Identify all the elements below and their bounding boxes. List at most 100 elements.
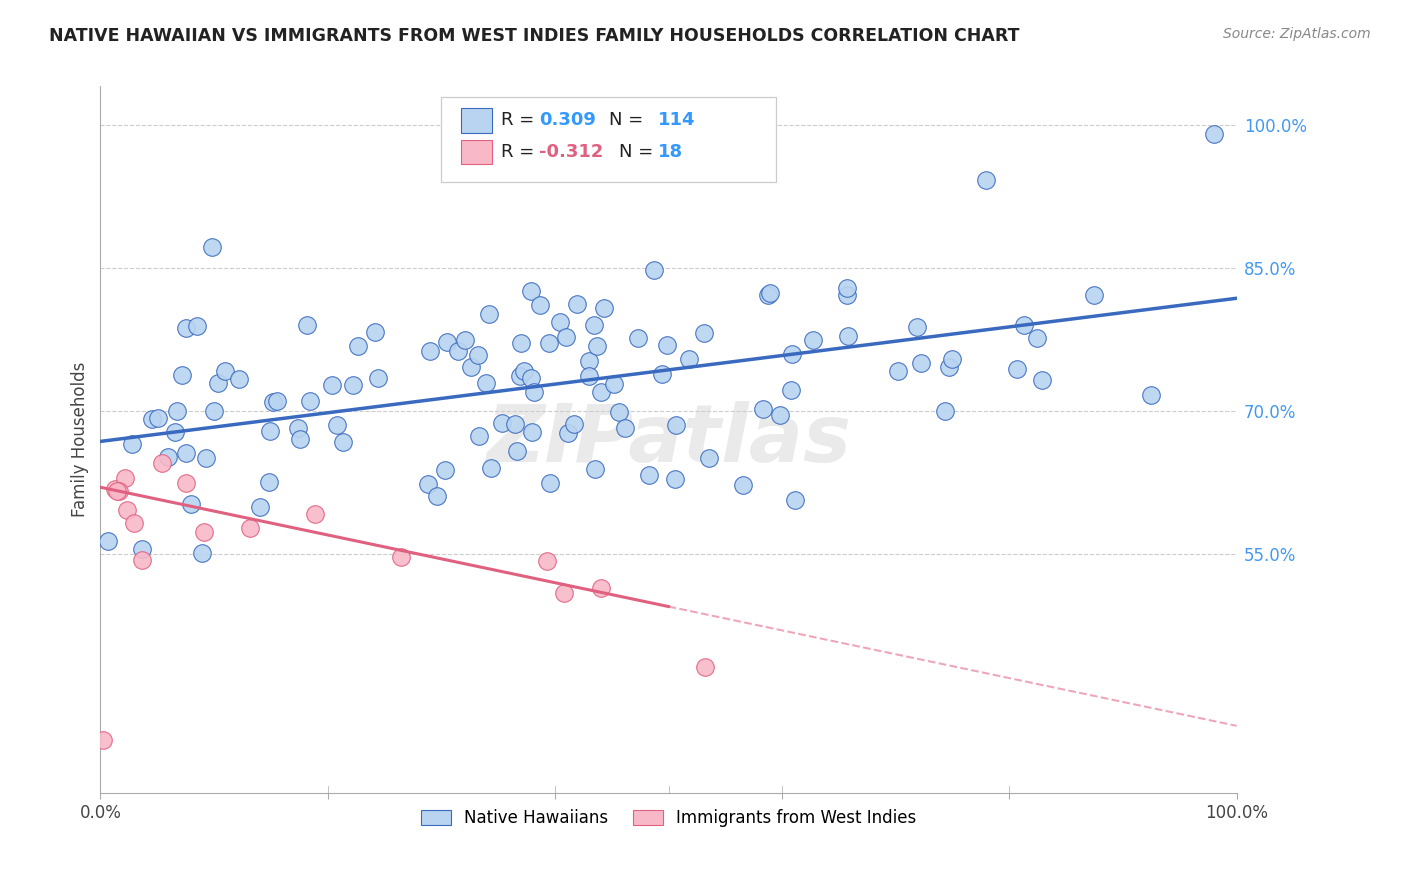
Point — [479, 460, 502, 475]
Point — [194, 450, 217, 465]
Point — [655, 338, 678, 352]
Point — [509, 336, 531, 351]
Point — [758, 286, 780, 301]
Point — [614, 421, 637, 435]
Point — [1083, 287, 1105, 301]
Point — [416, 477, 439, 491]
Point — [170, 368, 193, 383]
Point — [193, 524, 215, 539]
Point — [536, 554, 558, 568]
Point — [107, 483, 129, 498]
Point — [436, 335, 458, 350]
Point — [259, 424, 281, 438]
Text: 0.309: 0.309 — [538, 112, 596, 129]
Text: -0.312: -0.312 — [538, 143, 603, 161]
Point — [557, 426, 579, 441]
Point — [529, 298, 551, 312]
FancyBboxPatch shape — [461, 108, 492, 133]
Point — [467, 429, 489, 443]
Point — [582, 318, 605, 333]
Point — [837, 281, 859, 295]
FancyBboxPatch shape — [441, 97, 776, 182]
Point — [475, 376, 498, 391]
Text: Source: ZipAtlas.com: Source: ZipAtlas.com — [1223, 27, 1371, 41]
Point — [478, 307, 501, 321]
Point — [299, 394, 322, 409]
Point — [974, 173, 997, 187]
Point — [239, 521, 262, 535]
Point — [122, 516, 145, 530]
Point — [565, 297, 588, 311]
Point — [554, 330, 576, 344]
Point — [146, 411, 169, 425]
Point — [509, 369, 531, 384]
Point — [801, 333, 824, 347]
Point — [257, 475, 280, 489]
Point — [589, 581, 612, 595]
Point — [780, 347, 803, 361]
Point — [290, 432, 312, 446]
Point — [585, 339, 607, 353]
Point — [347, 339, 370, 353]
Point — [678, 352, 700, 367]
Point — [180, 497, 202, 511]
Point — [121, 436, 143, 450]
Point — [1202, 127, 1225, 141]
Point — [768, 408, 790, 422]
Point — [664, 418, 686, 433]
Text: R =: R = — [502, 112, 540, 129]
Point — [460, 359, 482, 374]
Point — [326, 417, 349, 432]
Point — [447, 343, 470, 358]
Text: 114: 114 — [658, 112, 696, 129]
Point — [546, 131, 568, 145]
Point — [887, 364, 910, 378]
Point — [607, 405, 630, 419]
Point — [321, 377, 343, 392]
Point — [1026, 331, 1049, 345]
Point — [733, 478, 755, 492]
Point — [644, 263, 666, 277]
Point — [186, 318, 208, 333]
Point — [131, 552, 153, 566]
Point — [201, 240, 224, 254]
Point — [562, 417, 585, 431]
Point — [578, 354, 600, 368]
Point — [693, 660, 716, 674]
Point — [593, 301, 616, 315]
Point — [934, 404, 956, 418]
Legend: Native Hawaiians, Immigrants from West Indies: Native Hawaiians, Immigrants from West I… — [413, 803, 924, 834]
Point — [837, 288, 859, 302]
Point — [1005, 361, 1028, 376]
Point — [332, 435, 354, 450]
Point — [295, 318, 318, 333]
Point — [367, 371, 389, 385]
Text: N =: N = — [609, 112, 644, 129]
Point — [115, 502, 138, 516]
Point — [342, 377, 364, 392]
Point — [538, 335, 561, 350]
Point — [150, 456, 173, 470]
Point — [107, 483, 129, 498]
Point — [627, 330, 650, 344]
Point — [523, 385, 546, 400]
Point — [141, 411, 163, 425]
Point — [553, 586, 575, 600]
Point — [1012, 318, 1035, 332]
Point — [426, 490, 449, 504]
Point — [174, 321, 197, 335]
Point — [756, 288, 779, 302]
Point — [676, 158, 699, 172]
Point — [1139, 388, 1161, 402]
Point — [697, 450, 720, 465]
Point — [589, 385, 612, 400]
Text: ZIPatlas: ZIPatlas — [486, 401, 851, 478]
Point — [664, 472, 686, 486]
Text: R =: R = — [502, 143, 540, 161]
Point — [214, 363, 236, 377]
Point — [389, 549, 412, 564]
Y-axis label: Family Households: Family Households — [72, 362, 89, 517]
Point — [287, 421, 309, 435]
Point — [202, 404, 225, 418]
Point — [191, 546, 214, 560]
